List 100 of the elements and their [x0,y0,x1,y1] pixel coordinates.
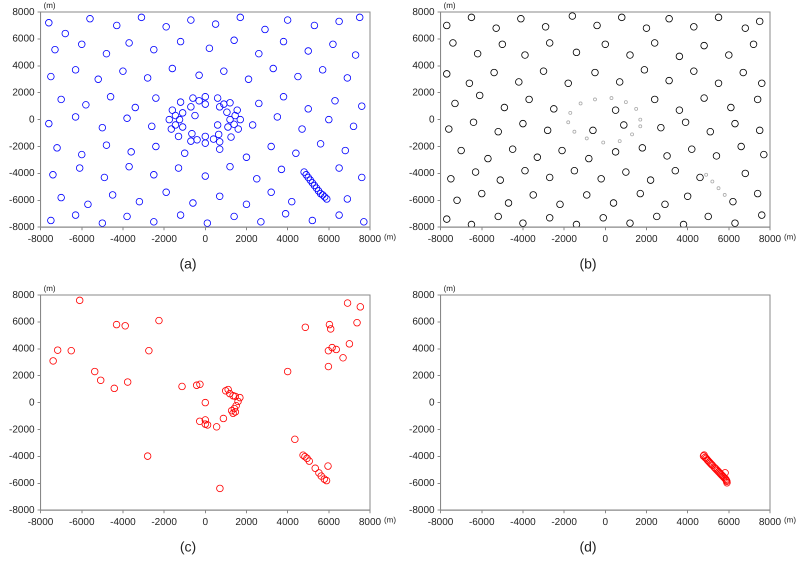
x-axis-title: (m) [384,232,396,242]
point [202,416,209,424]
y-tick-label: 6000 [412,34,436,45]
y-tick-label: 2000 [12,87,36,98]
point [121,322,129,330]
point [232,392,240,400]
point [704,172,708,177]
point [110,384,118,392]
x-tick-label: -2000 [551,516,578,528]
point [584,136,589,140]
point [624,100,628,104]
y-tick-label: -4000 [9,451,36,462]
x-tick-label: 8000 [358,516,382,528]
point [284,368,292,376]
point [302,324,310,331]
point [301,452,309,460]
point [54,346,62,354]
x-tick-label: -2000 [151,516,178,528]
x-tick-label: 6000 [318,516,340,528]
x-tick-label: -6000 [68,516,95,528]
x-tick-label: -2000 [151,234,178,245]
point [202,398,209,406]
y-tick-label: -6000 [9,195,36,206]
point [222,387,230,394]
y-axis-title: (m) [444,1,456,10]
point [618,139,622,144]
y-tick-label: -2000 [409,424,436,436]
point [326,325,334,333]
point [324,462,332,470]
y-tick-label: 4000 [12,344,36,355]
point [229,410,237,417]
x-tick-label: 2000 [235,234,258,245]
y-tick-label: 0 [429,397,436,408]
point [638,124,642,128]
x-tick-label: 2000 [235,516,258,528]
y-tick-label: 2000 [12,370,36,382]
point [306,457,313,465]
point [192,382,200,389]
point [228,406,236,414]
y-tick-label: 8000 [12,6,36,18]
point [322,476,330,484]
x-tick-label: 0 [202,516,209,528]
x-axis-title: (m) [784,515,796,524]
point [339,354,347,362]
x-tick-label: 2000 [635,516,658,528]
x-tick-label: 8000 [358,234,382,245]
point [634,106,638,111]
point [312,464,319,472]
x-tick-label: 0 [602,234,609,245]
y-tick-label: 4000 [412,60,436,72]
point [710,180,714,184]
point [124,378,132,386]
text: (c) [180,538,196,554]
point [291,436,299,444]
point [638,118,642,122]
point [236,394,244,402]
point [326,320,334,328]
point [220,414,228,422]
y-tick-label: 8000 [12,290,36,301]
y-tick-label: -4000 [409,451,436,462]
y-tick-label: 0 [429,114,436,126]
x-tick-label: -6000 [468,516,495,528]
y-tick-label: 8000 [412,290,436,301]
y-tick-label: -4000 [409,168,436,180]
x-tick-label: 6000 [318,234,340,245]
x-tick-label: 4000 [276,516,300,528]
point [112,320,120,328]
point [716,186,720,190]
y-tick-label: -8000 [9,504,36,516]
point [234,398,242,406]
y-tick-label: 8000 [412,6,436,18]
point [324,362,332,370]
x-tick-label: 4000 [676,234,700,245]
point [230,404,238,412]
point [212,423,220,431]
x-tick-label: -4000 [110,234,136,245]
y-axis-title: (m) [44,284,56,294]
point [145,346,153,354]
y-axis-title: (m) [444,284,456,294]
point [601,140,606,144]
x-tick-label: 8000 [758,516,782,528]
x-axis-title: (m) [384,515,396,524]
x-tick-label: -4000 [110,516,136,528]
point [196,380,204,388]
y-tick-label: -4000 [9,168,36,180]
x-tick-label: 4000 [276,234,300,245]
point [320,475,328,483]
x-tick-label: 2000 [635,234,658,245]
point [318,472,325,480]
y-tick-label: -8000 [9,222,36,233]
point [196,418,204,425]
point [91,368,98,376]
point [578,102,582,106]
point [332,346,340,354]
point [232,402,240,410]
x-axis-title: (m) [784,232,796,242]
x-tick-label: 4000 [676,516,700,528]
y-tick-label: 0 [29,397,36,408]
point [593,98,597,102]
point [610,96,614,100]
